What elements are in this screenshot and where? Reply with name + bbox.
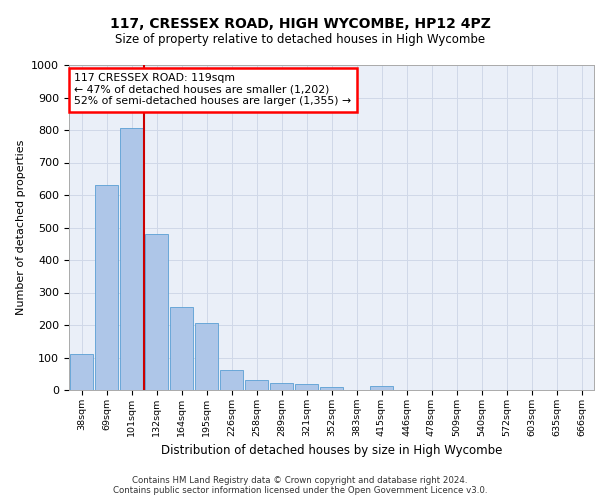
- Bar: [295, 384, 318, 390]
- Bar: [145, 234, 168, 390]
- Bar: [245, 380, 268, 390]
- Text: Contains HM Land Registry data © Crown copyright and database right 2024.: Contains HM Land Registry data © Crown c…: [132, 476, 468, 485]
- X-axis label: Distribution of detached houses by size in High Wycombe: Distribution of detached houses by size …: [161, 444, 502, 458]
- Text: 117, CRESSEX ROAD, HIGH WYCOMBE, HP12 4PZ: 117, CRESSEX ROAD, HIGH WYCOMBE, HP12 4P…: [110, 18, 490, 32]
- Bar: [270, 383, 293, 390]
- Bar: [320, 387, 343, 390]
- Text: 117 CRESSEX ROAD: 119sqm
← 47% of detached houses are smaller (1,202)
52% of sem: 117 CRESSEX ROAD: 119sqm ← 47% of detach…: [74, 73, 352, 106]
- Text: Contains public sector information licensed under the Open Government Licence v3: Contains public sector information licen…: [113, 486, 487, 495]
- Y-axis label: Number of detached properties: Number of detached properties: [16, 140, 26, 315]
- Bar: [170, 307, 193, 390]
- Bar: [95, 185, 118, 390]
- Bar: [220, 370, 243, 390]
- Bar: [370, 386, 393, 390]
- Text: Size of property relative to detached houses in High Wycombe: Size of property relative to detached ho…: [115, 32, 485, 46]
- Bar: [120, 128, 143, 390]
- Bar: [70, 354, 93, 390]
- Bar: [195, 324, 218, 390]
